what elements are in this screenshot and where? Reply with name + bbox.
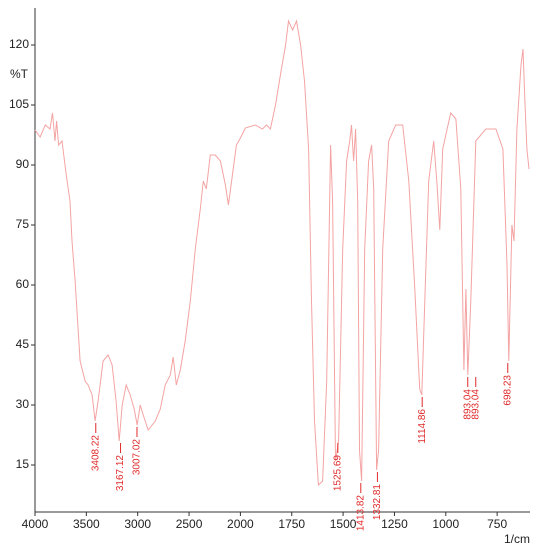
x-tick-label: 3000: [124, 517, 151, 531]
y-tick-label: 15: [16, 457, 30, 471]
x-tick-label: 3500: [73, 517, 100, 531]
y-tick-label: 30: [16, 397, 30, 411]
y-tick-label: 60: [16, 277, 30, 291]
peak-label: 893.04: [462, 389, 473, 420]
peak-label: 1332.81: [372, 484, 383, 521]
y-tick-label: 120: [9, 37, 29, 51]
x-tick-label: 1500: [330, 517, 357, 531]
peak-label: 3167.12: [115, 455, 126, 492]
peak-label: 893.04: [470, 389, 481, 420]
x-tick-label: 1000: [432, 517, 459, 531]
peak-label: 1525.69: [332, 455, 343, 492]
y-tick-label: 45: [16, 337, 30, 351]
peak-label: 1114.86: [417, 409, 428, 444]
peak-label: 1413.82: [355, 495, 366, 532]
x-axis-label: 1/cm: [504, 532, 530, 546]
spectrum-line: [34, 19, 530, 487]
x-tick-label: 750: [487, 517, 507, 531]
y-axis-label: %T: [10, 67, 29, 81]
x-tick-label: 1250: [381, 517, 408, 531]
y-tick-label: 90: [16, 157, 30, 171]
peak-label: 698.23: [502, 375, 513, 406]
y-tick-label: 75: [16, 217, 30, 231]
y-tick-label: 105: [9, 97, 29, 111]
x-tick-label: 4000: [22, 517, 49, 531]
peak-label: 3007.02: [132, 439, 143, 476]
x-tick-label: 2500: [176, 517, 203, 531]
x-tick-label: 2000: [227, 517, 254, 531]
peak-label: 3408.22: [90, 435, 101, 472]
x-tick-label: 1750: [278, 517, 305, 531]
